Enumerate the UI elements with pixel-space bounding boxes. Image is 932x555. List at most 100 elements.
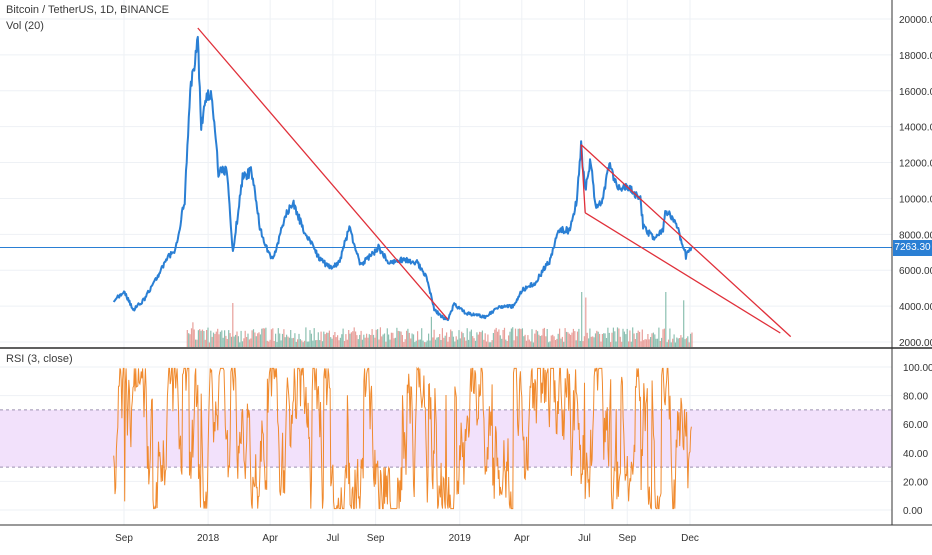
volume-bar — [643, 340, 645, 347]
trendlines[interactable] — [197, 27, 792, 338]
volume-bar — [639, 331, 641, 347]
volume-bar — [466, 328, 468, 347]
volume-bar — [469, 331, 471, 347]
rsi-series-line[interactable] — [113, 366, 692, 510]
rsi-axis[interactable]: 0.00 20.00 40.00 60.00 80.00 100.00 — [903, 363, 932, 517]
volume-bar — [531, 329, 533, 347]
volume-bar — [457, 339, 459, 347]
volume-bar — [501, 338, 503, 347]
volume-bar — [539, 336, 541, 347]
volume-bar — [594, 333, 597, 347]
volume-bar — [383, 333, 386, 347]
volume-bar — [236, 331, 238, 347]
volume-bar — [390, 332, 392, 347]
volume-bar — [277, 328, 279, 347]
volume-bar — [674, 342, 676, 347]
volume-bar — [608, 332, 610, 347]
volume-bar — [629, 330, 631, 347]
volume-bar — [412, 334, 415, 347]
volume-bar — [575, 340, 577, 347]
volume-bar — [607, 327, 609, 347]
volume-bar — [327, 332, 329, 347]
volume-bar — [538, 334, 540, 347]
volume-bar — [342, 328, 344, 347]
volume-bar — [506, 341, 508, 347]
volume-bar — [615, 341, 617, 347]
volume-bar — [429, 340, 431, 347]
volume-bar — [195, 339, 197, 347]
volume-legend[interactable]: Vol (20) — [6, 20, 44, 32]
volume-bar — [192, 322, 194, 348]
volume-bar — [541, 335, 543, 347]
volume-bar — [603, 333, 605, 347]
time-tick-label: Sep — [618, 533, 636, 544]
volume-bar — [592, 336, 594, 347]
price-tick-label: 2000.00 — [899, 338, 932, 349]
volume-bar — [654, 334, 656, 347]
volume-bar — [297, 339, 299, 347]
volume-bar — [404, 339, 406, 347]
volume-bar — [366, 333, 368, 347]
volume-bar — [565, 331, 568, 347]
volume-bar — [272, 328, 274, 347]
volume-bar — [633, 333, 635, 347]
volume-bar — [517, 328, 519, 347]
price-tick-label: 16000.00 — [899, 87, 932, 98]
time-axis[interactable]: Sep 2018 Apr Jul Sep 2019 Apr Jul Sep Dec — [115, 533, 699, 544]
volume-bar — [641, 329, 643, 347]
volume-bar — [364, 337, 366, 347]
volume-bar — [422, 340, 424, 347]
price-axis[interactable]: 2000.00 4000.00 6000.00 8000.00 10000.00 1200… — [899, 15, 932, 349]
volume-bar — [532, 342, 534, 347]
volume-bar — [303, 340, 306, 347]
volume-bar — [455, 336, 457, 347]
volume-bar — [454, 341, 456, 347]
volume-bar — [572, 328, 574, 347]
volume-bar — [353, 327, 355, 347]
volume-bar — [567, 332, 569, 347]
volume-bar — [361, 339, 363, 347]
price-series-line[interactable] — [112, 35, 693, 322]
volume-bar — [645, 339, 648, 347]
volume-bar — [396, 327, 398, 347]
volume-bar — [444, 335, 446, 347]
symbol-legend[interactable]: Bitcoin / TetherUS, 1D, BINANCE — [6, 4, 170, 16]
volume-bar — [319, 340, 321, 347]
volume-bar — [434, 339, 437, 347]
volume-bar — [605, 338, 608, 347]
volume-bar — [355, 331, 357, 347]
volume-bar — [232, 303, 234, 347]
volume-bar — [190, 328, 193, 347]
volume-bar — [685, 338, 688, 347]
volume-bar — [601, 334, 603, 347]
volume-bar — [630, 341, 632, 347]
volume-bar — [432, 337, 434, 347]
volume-bar — [579, 340, 581, 347]
time-tick-label: Apr — [262, 533, 278, 544]
volume-bar — [589, 328, 591, 347]
volume-bar — [393, 338, 395, 347]
rsi-legend[interactable]: RSI (3, close) — [6, 353, 73, 365]
volume-bar — [356, 335, 358, 347]
time-tick-label: Apr — [514, 533, 530, 544]
time-tick-label: 2018 — [197, 533, 220, 544]
volume-bar — [375, 329, 377, 347]
volume-bar — [228, 330, 230, 347]
volume-bar — [618, 328, 620, 347]
volume-bar — [230, 336, 233, 347]
volume-bar — [499, 335, 501, 347]
volume-bar — [212, 332, 215, 347]
volume-bar — [284, 337, 286, 347]
volume-bar — [465, 340, 467, 347]
volume-bar — [290, 330, 292, 347]
volume-bar — [494, 329, 496, 347]
volume-bar — [636, 333, 638, 347]
volume-bar — [315, 340, 317, 347]
volume-bar — [283, 329, 285, 347]
volume-bar — [479, 331, 481, 347]
volume-bar — [459, 338, 461, 347]
volume-bar — [616, 327, 619, 347]
volume-bar — [346, 339, 348, 347]
volume-bar — [656, 338, 659, 347]
